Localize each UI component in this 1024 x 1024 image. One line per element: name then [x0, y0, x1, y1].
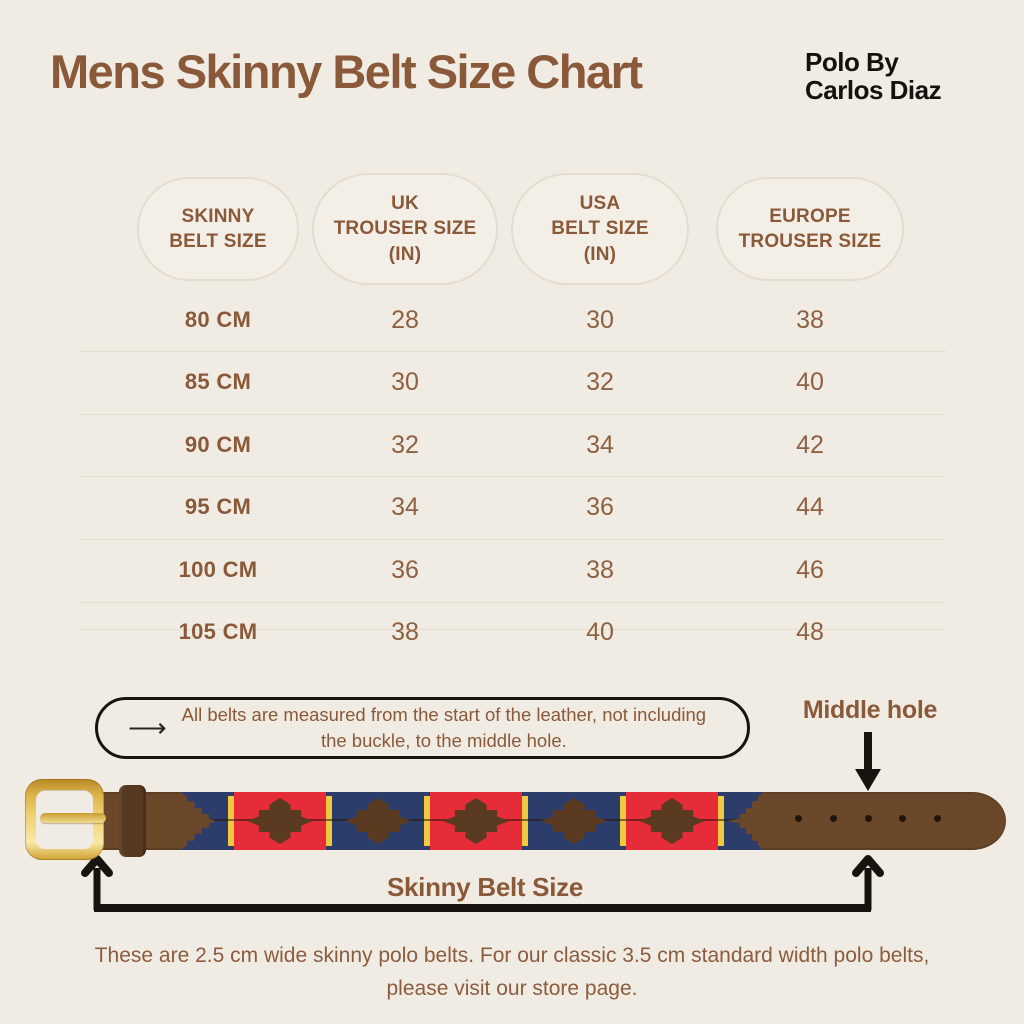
table-row: 100 CM 36 38 46: [0, 550, 1024, 590]
row-divider: [80, 351, 946, 352]
europe-size-value: 44: [796, 493, 824, 521]
pattern-yellow-stripe: [424, 792, 430, 850]
pattern-yellow-stripe: [326, 792, 332, 850]
pampa-diamond: [639, 798, 705, 844]
belt-size-value: 80 CM: [184, 307, 252, 332]
table-row: 85 CM 30 32 40: [0, 362, 1024, 402]
usa-size-value: 34: [586, 431, 614, 459]
uk-size-value: 28: [391, 306, 419, 334]
table-row: 90 CM 32 34 42: [0, 425, 1024, 465]
table-row: 105 CM 38 40 48: [0, 612, 1024, 652]
pattern-navy-block: [332, 792, 424, 850]
measurement-bracket: [81, 855, 884, 912]
uk-size-value: 32: [391, 431, 419, 459]
belt-hole: [899, 815, 906, 822]
europe-size-value: 40: [796, 368, 824, 396]
page-title: Mens Skinny Belt Size Chart: [50, 45, 643, 98]
row-divider: [80, 414, 946, 415]
table-row: 95 CM 34 36 44: [0, 487, 1024, 527]
usa-size-value: 36: [586, 493, 614, 521]
uk-size-value: 34: [391, 493, 419, 521]
pattern-yellow-stripe: [718, 792, 724, 850]
brand-logo: Polo By Carlos Diaz: [805, 47, 942, 106]
pattern-navy-block: [528, 792, 620, 850]
belt-size-value: 100 CM: [178, 557, 258, 582]
uk-size-value: 38: [391, 618, 419, 646]
belt-size-value: 85 CM: [184, 369, 252, 394]
pattern-navy-block: [180, 792, 228, 850]
right-arrow-icon: ⟶: [128, 712, 167, 743]
europe-size-value: 38: [796, 306, 824, 334]
pattern-yellow-stripe: [620, 792, 626, 850]
pattern-yellow-stripe: [522, 792, 528, 850]
uk-size-value: 36: [391, 556, 419, 584]
middle-hole-label: Middle hole: [802, 696, 938, 724]
usa-size-value: 30: [586, 306, 614, 334]
uk-size-value: 30: [391, 368, 419, 396]
belt-size-value: 90 CM: [184, 432, 252, 457]
column-header-uk-trouser-size: UK TROUSER SIZE (IN): [312, 173, 498, 285]
pattern-red-block: [430, 792, 522, 850]
leather-point: [727, 792, 764, 850]
pattern-navy-block: [724, 792, 764, 850]
pattern-yellow-stripe: [228, 792, 234, 850]
brand-line-1: Polo By: [805, 47, 899, 77]
pampa-diamond: [345, 798, 411, 844]
belt-pattern: [180, 792, 764, 850]
table-row: 80 CM 28 30 38: [0, 300, 1024, 340]
pampa-diamond: [443, 798, 509, 844]
leather-point: [180, 792, 216, 850]
row-divider: [80, 476, 946, 477]
europe-size-value: 46: [796, 556, 824, 584]
belt-size-value: 105 CM: [178, 619, 258, 644]
pampa-diamond: [541, 798, 607, 844]
belt-hole: [795, 815, 802, 822]
belt-size-label: Skinny Belt Size: [386, 872, 584, 902]
measurement-note: ⟶ All belts are measured from the start …: [95, 697, 750, 759]
footer-note: These are 2.5 cm wide skinny polo belts.…: [94, 944, 930, 1000]
belt-keeper-loop: [119, 785, 146, 857]
europe-size-value: 42: [796, 431, 824, 459]
column-header-usa-belt-size: USA BELT SIZE (IN): [511, 173, 689, 285]
belt-hole-middle: [865, 815, 872, 822]
europe-size-value: 48: [796, 618, 824, 646]
row-divider: [80, 539, 946, 540]
pattern-red-block: [626, 792, 718, 850]
column-header-europe-trouser-size: EUROPE TROUSER SIZE: [716, 177, 904, 281]
down-arrow-icon: [855, 732, 881, 791]
belt-hole: [830, 815, 837, 822]
brand-line-2: Carlos Diaz: [805, 75, 942, 106]
usa-size-value: 32: [586, 368, 614, 396]
belt-hole: [934, 815, 941, 822]
usa-size-value: 40: [586, 618, 614, 646]
row-divider: [80, 602, 946, 603]
measurement-note-text: All belts are measured from the start of…: [181, 704, 707, 751]
row-divider: [80, 629, 946, 630]
pattern-red-block: [234, 792, 326, 850]
column-header-skinny-belt-size: SKINNY BELT SIZE: [137, 177, 299, 281]
usa-size-value: 38: [586, 556, 614, 584]
belt-size-value: 95 CM: [184, 494, 252, 519]
pampa-diamond: [247, 798, 313, 844]
buckle-prong: [40, 813, 106, 823]
